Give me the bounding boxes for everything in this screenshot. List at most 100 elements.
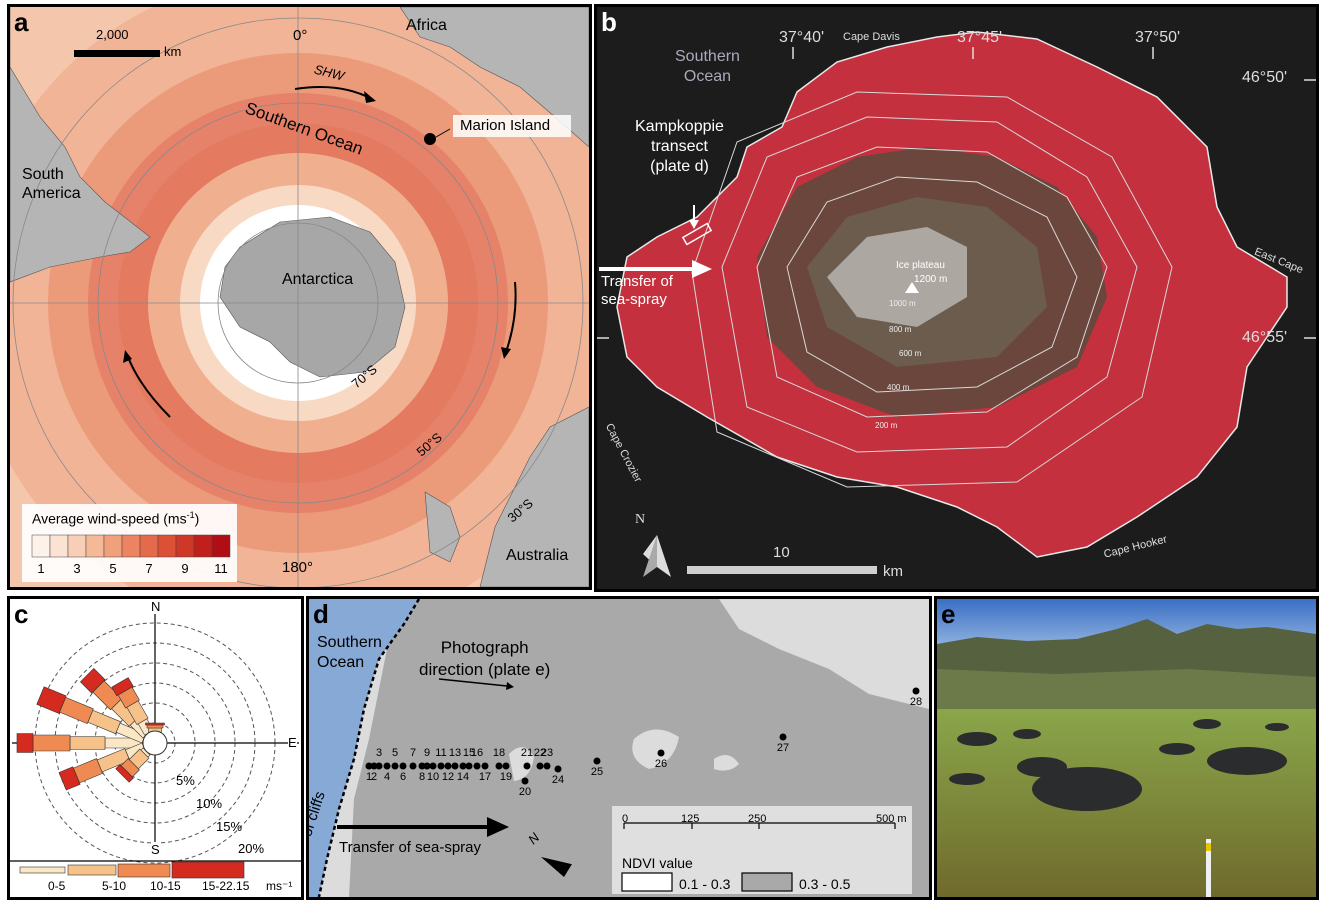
panel-d-transect-map: 1 2 3 4 5 6 7 8 9 10 11 12 13 14 15 16 17 18 19 20 21 22 23 24 2… (306, 596, 932, 900)
site-label: 9 (424, 747, 430, 759)
scale-bar-unit: km (164, 44, 182, 59)
ocean-label: Southern Ocean (675, 48, 740, 85)
site-dot (543, 762, 551, 770)
legend-swatch (67, 534, 87, 558)
legend-unit: ms⁻¹ (266, 879, 293, 893)
wind-rose-segment (32, 734, 71, 752)
site-label: 5 (392, 747, 398, 759)
site-dot (437, 762, 445, 770)
wind-rose-legend-swatch (117, 863, 171, 878)
site-dot (365, 762, 373, 770)
site-dot (429, 762, 437, 770)
ndvi-legend-high: 0.3 - 0.5 (799, 876, 851, 892)
site-dot (459, 762, 467, 770)
ocean-label: Southern Ocean (317, 634, 382, 671)
site-label: 16 (471, 747, 483, 759)
marion-island-marker (424, 133, 436, 145)
legend-swatch (121, 534, 141, 558)
site-label: 22 (534, 747, 546, 759)
legend-swatch (139, 534, 159, 558)
panel-label: d (313, 599, 329, 629)
site-label: 4 (384, 771, 390, 783)
place-cape-davis: Cape Davis (843, 31, 900, 43)
site-dot (370, 762, 378, 770)
contour-200: 200 m (875, 421, 898, 430)
ndvi-legend-low: 0.1 - 0.3 (679, 876, 731, 892)
wind-rose-petals (16, 667, 168, 791)
panel-c-wind-rose: c N E S 5% 10% 15% 20% 0-5 5-10 10-15 15… (7, 596, 304, 900)
continent-australia: Australia (506, 547, 569, 564)
wind-speed-map: 1 3 5 7 9 11 (10, 7, 589, 587)
site-dot (523, 762, 531, 770)
site-label: 17 (479, 771, 491, 783)
site-dot (495, 762, 503, 770)
transect-box (681, 222, 713, 246)
site-label: 10 (427, 771, 439, 783)
wind-rose-segment (146, 724, 164, 729)
plateau-label: Ice plateau 1200 m (896, 260, 948, 285)
continent-africa: Africa (406, 17, 447, 34)
lon-label-2: 37°45' (957, 29, 1003, 46)
site-label: 13 (449, 747, 461, 759)
wind-rose-legend (19, 861, 245, 879)
wind-rose-legend-swatch (67, 864, 117, 876)
legend-swatch (157, 534, 177, 558)
legend-title: Average wind-speed (ms-1) (32, 510, 200, 527)
wind-rose-segment (36, 686, 67, 714)
site-dot (383, 762, 391, 770)
continent-south-america: South America (22, 166, 81, 202)
summit-marker (905, 282, 919, 293)
wind-rose-segment (79, 667, 106, 694)
photo-direction-arrow (438, 678, 508, 687)
site-label: 26 (655, 758, 667, 770)
site-label: 11 (435, 747, 446, 759)
ndvi-legend-title: NDVI value (622, 855, 693, 871)
scale-0: 0 (622, 813, 629, 825)
site-label: 18 (493, 747, 505, 759)
south-america-shape (10, 7, 151, 283)
compass-e: E (288, 735, 297, 750)
marker-pole (1206, 839, 1211, 897)
site-label: 20 (519, 786, 531, 798)
site-label: 7 (410, 747, 416, 759)
legend-swatch (103, 534, 123, 558)
site-dot (502, 762, 510, 770)
site-dot (409, 762, 417, 770)
photo-direction-label: Photograph direction (plate e) (419, 638, 551, 679)
site-dot (554, 765, 562, 773)
site-dot (481, 762, 489, 770)
lat-label-2: 46°55' (1242, 329, 1288, 346)
wind-rose-segment (59, 696, 94, 724)
wind-arrow-right (505, 281, 517, 353)
legend-0-5: 0-5 (48, 879, 66, 893)
site-dot (423, 762, 431, 770)
ring-5: 5% (176, 773, 195, 788)
site-label: 15 (463, 747, 475, 759)
legend-10-15: 10-15 (150, 879, 181, 893)
ring-15: 15% (216, 819, 243, 834)
africa-shape (399, 7, 589, 148)
lat-label-1: 46°50' (1242, 69, 1288, 86)
site-dot (473, 762, 481, 770)
wind-rose-legend-swatch (171, 861, 245, 879)
site-label: 21 (521, 747, 533, 759)
legend-swatch (211, 534, 231, 558)
site-label: 24 (552, 774, 564, 786)
site-dot (912, 687, 920, 695)
legend-swatch (175, 534, 195, 558)
cliff-line (317, 599, 421, 897)
legend-color-ramp: 1 3 5 7 9 11 (31, 534, 231, 576)
site-label: 27 (777, 742, 789, 754)
scale-bar-value: 2,000 (96, 27, 129, 42)
wind-rose-legend-swatch (19, 866, 66, 874)
site-label: 25 (591, 766, 603, 778)
scale-bar (74, 50, 160, 57)
wind-rose-segment (111, 677, 134, 697)
contour-400: 400 m (887, 383, 910, 392)
north-arrow-label: N (635, 512, 646, 527)
site-label: 8 (419, 771, 425, 783)
site-label: 28 (910, 696, 922, 708)
ice-plateau (827, 227, 967, 327)
